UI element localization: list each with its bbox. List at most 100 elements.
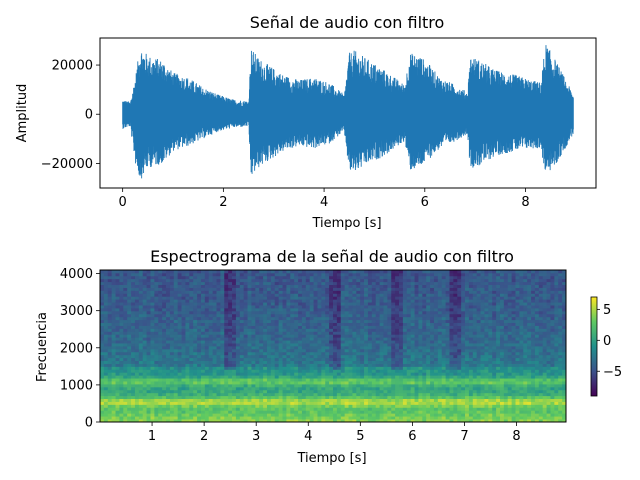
spectrogram-cell: [185, 284, 190, 288]
spectrogram-cell: [465, 372, 470, 376]
spectrogram-cell: [441, 363, 447, 367]
spectrogram-cell: [449, 334, 454, 338]
spectrogram-cell: [418, 381, 423, 385]
spectrogram-cell: [317, 322, 322, 326]
spectrogram-cell: [375, 401, 380, 405]
spectrogram-cell: [301, 316, 307, 321]
spectrogram-cell: [461, 316, 466, 321]
spectrogram-cell: [131, 270, 136, 274]
spectrogram-cell: [418, 293, 423, 297]
spectrogram-cell: [142, 363, 147, 367]
spectrogram-cell: [119, 343, 124, 347]
spectrogram-cell: [375, 410, 380, 414]
spectrogram-cell: [348, 372, 353, 376]
spectrogram-cell: [282, 334, 287, 338]
spectrogram-cell: [235, 375, 241, 379]
spectrogram-cell: [468, 404, 474, 408]
spectrogram-cell: [465, 337, 470, 341]
spectrogram-cell: [395, 378, 400, 382]
spectrogram-cell: [177, 293, 182, 297]
spectrogram-cell: [189, 348, 194, 353]
spectrogram-cell: [356, 328, 361, 332]
spectrogram-cell: [402, 337, 408, 341]
spectrogram-cell: [127, 308, 132, 312]
spectrogram-cell: [212, 381, 217, 385]
spectrogram-cell: [379, 407, 384, 411]
spectrogram-cell: [414, 354, 419, 359]
spectrogram-cell: [103, 322, 109, 326]
spectrogram-cell: [317, 308, 322, 312]
spectrogram-cell: [200, 398, 206, 402]
spectrogram-cell: [154, 348, 159, 353]
spectrogram-cell: [243, 392, 248, 397]
spectrogram-cell: [301, 419, 307, 423]
spectrogram-cell: [235, 416, 241, 420]
spectrogram-cell: [433, 378, 439, 382]
spectrogram-cell: [453, 369, 458, 373]
spectrogram-cell: [437, 360, 443, 364]
spectrogram-cell: [158, 413, 163, 417]
spectrogram-cell: [119, 310, 124, 315]
spectrogram-cell: [204, 346, 210, 350]
spectrogram-cell: [375, 381, 380, 385]
spectrogram-cell: [418, 322, 423, 326]
spectrogram-cell: [200, 351, 206, 356]
spectrogram-cell: [391, 302, 396, 306]
spectrogram-cell: [274, 270, 280, 274]
spectrogram-cell: [333, 310, 338, 315]
spectrogram-cell: [239, 381, 245, 385]
spectrogram-cell: [146, 272, 151, 277]
spectrogram-cell: [348, 343, 353, 347]
spectrogram-cell: [391, 407, 396, 411]
spectrogram-cell: [263, 375, 268, 379]
spectrogram-cell: [383, 281, 388, 286]
spectrogram-cell: [290, 343, 295, 347]
spectrogram-cell: [453, 419, 458, 423]
spectrogram-cell: [336, 357, 342, 362]
spectrogram-cell: [298, 322, 303, 326]
spectrogram-cell: [243, 404, 248, 408]
spectrogram-cell: [395, 419, 400, 423]
spectrogram-cell: [111, 375, 116, 379]
spectrogram-cell: [367, 319, 373, 324]
spectrogram-cell: [461, 272, 466, 277]
spectrogram-cell: [181, 351, 186, 356]
spectrogram-cell: [247, 375, 252, 379]
spectrogram-cell: [100, 381, 105, 385]
spectrogram-cell: [115, 346, 120, 350]
spectrogram-cell: [344, 395, 349, 400]
spectrogram-cell: [111, 357, 116, 362]
spectrogram-cell: [107, 340, 113, 344]
spectrogram-cell: [100, 346, 105, 350]
spectrogram-cell: [208, 381, 214, 385]
spectrogram-cell: [103, 369, 109, 373]
spectrogram-cell: [433, 386, 439, 391]
spectrogram-cell: [294, 375, 299, 379]
spectrogram-cell: [193, 419, 198, 423]
spectrogram-cell: [162, 340, 167, 344]
spectrogram-cell: [383, 392, 388, 397]
spectrogram-cell: [200, 401, 206, 405]
spectrogram-cell: [119, 270, 124, 274]
spectrogram-cell: [356, 398, 361, 402]
spectrogram-cell: [111, 305, 116, 309]
spectrogram-cell: [313, 404, 318, 408]
spectrogram-cell: [154, 308, 159, 312]
spectrogram-cell: [391, 401, 396, 405]
spectrogram-cell: [352, 401, 357, 405]
spectrogram-cell: [340, 375, 346, 379]
spectrogram-cell: [371, 278, 377, 283]
spectrogram-cell: [371, 395, 377, 400]
spectrogram-cell: [208, 407, 214, 411]
spectrogram-cell: [329, 334, 334, 338]
spectrogram-cell: [212, 270, 217, 274]
spectrogram-cell: [457, 296, 462, 300]
spectrogram-cell: [103, 398, 109, 402]
spectrogram-cell: [158, 398, 163, 402]
spectrogram-cell: [399, 316, 404, 321]
spectrogram-cell: [383, 334, 388, 338]
spectrogram-cell: [177, 313, 182, 318]
spectrogram-cell: [177, 407, 182, 411]
spectrogram-cell: [395, 395, 400, 400]
spectrogram-cell: [465, 398, 470, 402]
